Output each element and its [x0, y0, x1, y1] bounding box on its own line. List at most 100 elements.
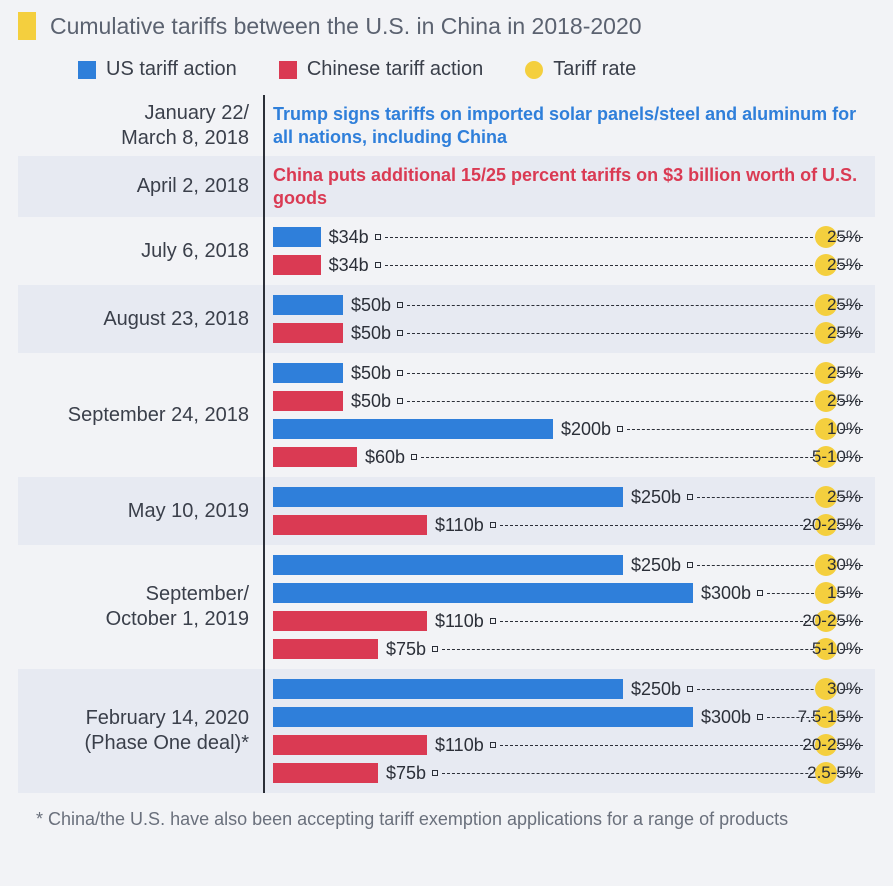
chart-title: Cumulative tariffs between the U.S. in C…: [50, 13, 642, 40]
timeline-row: April 2, 2018China puts additional 15/25…: [18, 156, 875, 217]
annotation-text: China puts additional 15/25 percent tari…: [273, 164, 867, 209]
bar-line: $75b5-10%: [273, 637, 867, 661]
bar-value-label: $50b: [351, 323, 391, 344]
timeline-row: September/October 1, 2019$250b30%$300b15…: [18, 545, 875, 669]
bar-value-label: $34b: [329, 255, 369, 276]
connector-line: [421, 457, 863, 458]
bar-value-label: $300b: [701, 707, 751, 728]
bar-china: [273, 447, 357, 467]
rate-label: 10%: [827, 419, 861, 439]
bar-value-label: $250b: [631, 555, 681, 576]
legend-label-china: Chinese tariff action: [307, 58, 483, 81]
bar-line: $50b 25%: [273, 389, 867, 413]
connector-start-icon: [375, 234, 381, 240]
timeline-row: September 24, 2018 $50b 25% $50b 25% $200b 10%…: [18, 353, 875, 477]
bar-us: [273, 295, 343, 315]
bar-us: [273, 555, 623, 575]
legend: US tariff action Chinese tariff action T…: [78, 58, 875, 81]
date-label: May 10, 2019: [18, 477, 263, 545]
annotation-text: Trump signs tariffs on imported solar pa…: [273, 103, 867, 148]
footnote: * China/the U.S. have also been acceptin…: [18, 807, 875, 831]
row-content: $250b30%$300b15%$110b20-25%$75b5-10%: [263, 545, 875, 669]
rate-label: 30%: [827, 555, 861, 575]
connector-start-icon: [432, 770, 438, 776]
timeline-row: May 10, 2019 $250b 25% $110b20-25%: [18, 477, 875, 545]
rate-label: 30%: [827, 679, 861, 699]
legend-item-china: Chinese tariff action: [279, 58, 483, 81]
bar-china: [273, 735, 427, 755]
date-label: February 14, 2020(Phase One deal)*: [18, 669, 263, 793]
bar-value-label: $110b: [435, 515, 484, 536]
connector-start-icon: [687, 494, 693, 500]
connector-start-icon: [397, 330, 403, 336]
bar-line: $60b 5-10%: [273, 445, 867, 469]
bar-us: [273, 487, 623, 507]
bar-us: [273, 583, 693, 603]
bar-value-label: $110b: [435, 735, 484, 756]
connector-line: [407, 373, 863, 374]
rate-label: 2.5-5%: [807, 763, 861, 783]
rate-label: 25%: [827, 363, 861, 383]
row-content: China puts additional 15/25 percent tari…: [263, 156, 875, 217]
bar-value-label: $50b: [351, 391, 391, 412]
bar-value-label: $34b: [329, 227, 369, 248]
row-content: $50b25%$50b25%: [263, 285, 875, 353]
rate-label: 25%: [827, 391, 861, 411]
rate-label: 5-10%: [812, 447, 861, 467]
date-label: January 22/March 8, 2018: [18, 95, 263, 156]
row-content: $250b 25% $110b20-25%: [263, 477, 875, 545]
bar-line: $110b 20-25%: [273, 733, 867, 757]
rate-label: 25%: [827, 255, 861, 275]
connector-start-icon: [490, 618, 496, 624]
legend-swatch-rate-icon: [525, 61, 543, 79]
legend-item-us: US tariff action: [78, 58, 237, 81]
bar-line: $75b 2.5-5%: [273, 761, 867, 785]
date-label: July 6, 2018: [18, 217, 263, 285]
connector-line: [407, 305, 863, 306]
bar-value-label: $300b: [701, 583, 751, 604]
bar-value-label: $250b: [631, 679, 681, 700]
connector-start-icon: [617, 426, 623, 432]
connector-line: [385, 265, 863, 266]
timeline-row: July 6, 2018 $34b 25% $34b 25%: [18, 217, 875, 285]
bar-line: $300b 15%: [273, 581, 867, 605]
bar-value-label: $50b: [351, 363, 391, 384]
legend-label-us: US tariff action: [106, 58, 237, 81]
connector-start-icon: [490, 742, 496, 748]
connector-start-icon: [397, 302, 403, 308]
bar-value-label: $110b: [435, 611, 484, 632]
rate-label: 25%: [827, 227, 861, 247]
connector-line: [407, 333, 863, 334]
bar-line: $250b 30%: [273, 677, 867, 701]
bar-line: $50b 25%: [273, 321, 867, 345]
rate-label: 25%: [827, 295, 861, 315]
date-label: September 24, 2018: [18, 353, 263, 477]
y-axis-line: [263, 95, 265, 793]
bar-line: $50b 25%: [273, 361, 867, 385]
bar-line: $34b 25%: [273, 225, 867, 249]
bar-us: [273, 679, 623, 699]
connector-start-icon: [490, 522, 496, 528]
rate-label: 15%: [827, 583, 861, 603]
bar-value-label: $250b: [631, 487, 681, 508]
connector-start-icon: [375, 262, 381, 268]
rate-label: 20-25%: [802, 735, 861, 755]
connector-start-icon: [687, 562, 693, 568]
bar-us: [273, 227, 321, 247]
bar-line: $250b 30%: [273, 553, 867, 577]
bar-value-label: $60b: [365, 447, 405, 468]
connector-start-icon: [432, 646, 438, 652]
bar-value-label: $200b: [561, 419, 611, 440]
bar-line: $200b 10%: [273, 417, 867, 441]
bar-line: $250b 25%: [273, 485, 867, 509]
rate-label: 25%: [827, 487, 861, 507]
bar-china: [273, 639, 378, 659]
bar-china: [273, 611, 427, 631]
bar-value-label: $75b: [386, 763, 426, 784]
chart-area: January 22/March 8, 2018Trump signs tari…: [18, 95, 875, 793]
rate-label: 25%: [827, 323, 861, 343]
bar-line: $110b20-25%: [273, 513, 867, 537]
bar-china: [273, 763, 378, 783]
connector-start-icon: [411, 454, 417, 460]
bar-china: [273, 255, 321, 275]
